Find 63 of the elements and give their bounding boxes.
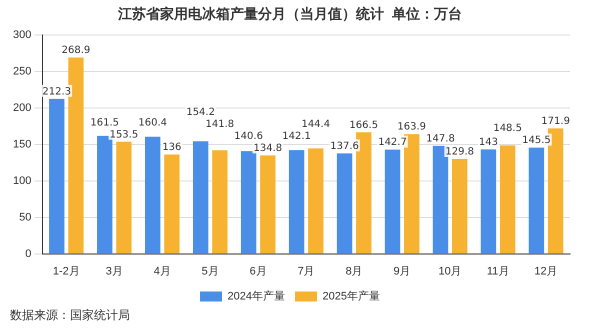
data-label: 147.8 bbox=[426, 134, 455, 144]
x-tick-label: 11月 bbox=[486, 265, 510, 278]
data-label: 212.3 bbox=[42, 86, 72, 98]
x-tick-label: 5月 bbox=[202, 265, 219, 278]
data-label: 268.9 bbox=[62, 45, 90, 56]
data-label: 160.4 bbox=[138, 117, 167, 128]
x-tick-label: 12月 bbox=[534, 265, 558, 278]
bar bbox=[212, 150, 228, 254]
bar bbox=[384, 150, 400, 254]
bar bbox=[49, 98, 64, 254]
bar bbox=[528, 148, 544, 254]
bar bbox=[308, 148, 324, 254]
bar bbox=[452, 159, 468, 254]
data-label: 141.8 bbox=[206, 118, 234, 130]
data-label: 154.2 bbox=[186, 106, 215, 118]
bar bbox=[260, 155, 276, 254]
data-label: 136 bbox=[162, 142, 182, 154]
legend-label: 2025年产量 bbox=[322, 290, 380, 303]
data-label: 142.7 bbox=[378, 137, 407, 148]
x-tick-label: 6月 bbox=[250, 265, 267, 278]
data-label: 137.6 bbox=[330, 140, 359, 152]
x-tick-label: 1-2月 bbox=[52, 265, 80, 278]
y-tick-label: 100 bbox=[12, 174, 32, 187]
y-tick-label: 200 bbox=[12, 102, 32, 114]
bar bbox=[97, 136, 112, 254]
bar bbox=[336, 153, 352, 254]
data-label: 171.9 bbox=[541, 116, 570, 127]
data-label: 148.5 bbox=[493, 123, 522, 134]
data-label: 134.8 bbox=[253, 142, 282, 154]
legend-label: 2024年产量 bbox=[228, 290, 286, 303]
y-tick-label: 300 bbox=[12, 28, 32, 41]
x-tick-label: 4月 bbox=[154, 265, 171, 278]
data-label: 144.4 bbox=[301, 118, 330, 130]
bar bbox=[192, 141, 208, 254]
bar bbox=[164, 154, 180, 254]
data-label: 153.5 bbox=[110, 129, 138, 140]
data-label: 140.6 bbox=[234, 130, 263, 142]
data-label: 145.5 bbox=[522, 135, 551, 146]
x-tick-label: 9月 bbox=[394, 265, 411, 278]
y-tick-label: 0 bbox=[25, 248, 32, 260]
data-label: 129.8 bbox=[445, 146, 474, 158]
x-tick-label: 10月 bbox=[438, 265, 462, 278]
bar bbox=[288, 150, 304, 254]
bar bbox=[432, 146, 448, 254]
chart-title: 江苏省家用电冰箱产量分月（当月值）统计 单位：万台 bbox=[117, 5, 462, 22]
data-label: 143 bbox=[478, 137, 498, 148]
y-tick-label: 150 bbox=[12, 138, 32, 150]
bar bbox=[404, 134, 420, 254]
bar bbox=[240, 151, 256, 254]
bar bbox=[480, 149, 496, 254]
bar bbox=[145, 136, 160, 254]
bar bbox=[500, 145, 516, 254]
bar bbox=[116, 142, 132, 254]
x-tick-label: 8月 bbox=[346, 265, 363, 278]
y-tick-label: 250 bbox=[12, 65, 32, 78]
x-tick-label: 3月 bbox=[106, 265, 123, 278]
data-label: 166.5 bbox=[349, 120, 378, 131]
source-note: 数据来源：国家统计局 bbox=[10, 307, 130, 324]
x-tick-label: 7月 bbox=[298, 265, 315, 278]
data-label: 161.5 bbox=[90, 117, 120, 128]
data-label: 163.9 bbox=[397, 122, 426, 132]
data-label: 142.1 bbox=[282, 130, 311, 142]
y-tick-label: 50 bbox=[19, 211, 32, 224]
